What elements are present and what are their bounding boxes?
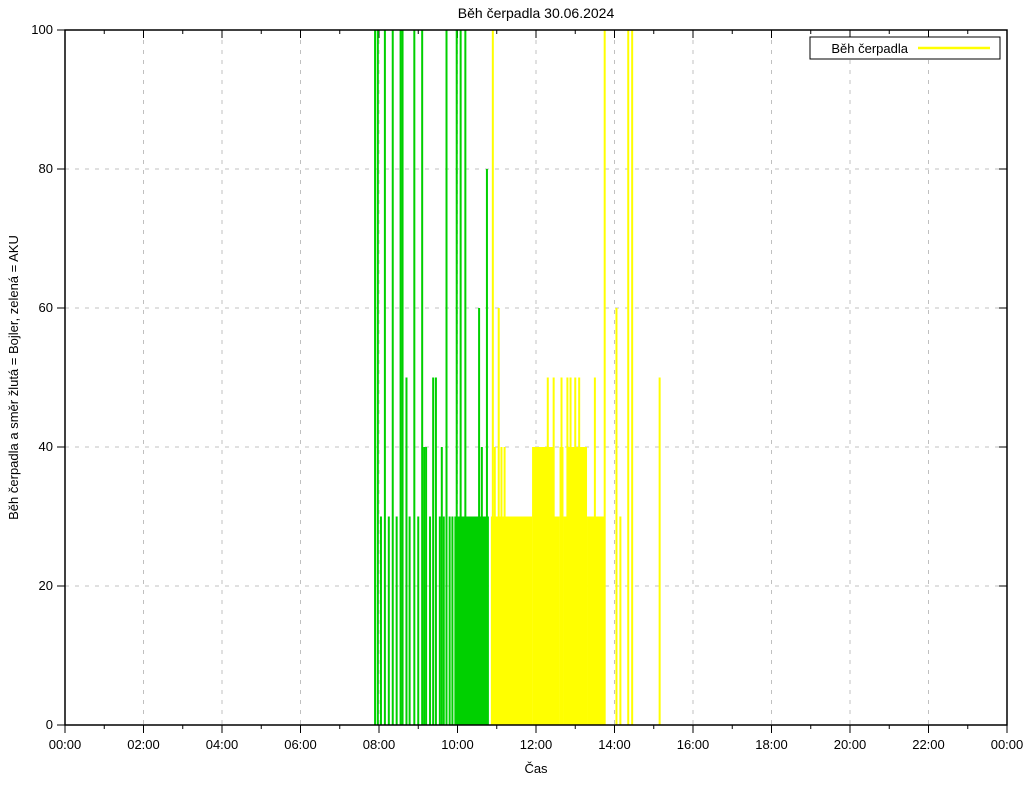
green-spike — [384, 30, 386, 725]
ytick-label: 80 — [39, 161, 53, 176]
green-spike — [400, 30, 402, 725]
xtick-label: 00:00 — [49, 737, 82, 752]
xtick-label: 12:00 — [520, 737, 553, 752]
green-spike — [392, 30, 394, 725]
green-spike — [486, 169, 488, 725]
green-spike — [413, 30, 415, 725]
xtick-label: 10:00 — [441, 737, 474, 752]
yellow-spike — [547, 378, 549, 726]
xtick-label: 16:00 — [677, 737, 710, 752]
ytick-label: 60 — [39, 300, 53, 315]
green-spike — [380, 517, 382, 726]
xtick-label: 04:00 — [206, 737, 239, 752]
yellow-spike — [498, 308, 500, 725]
yellow-spike — [494, 447, 496, 725]
yellow-spike — [500, 447, 502, 725]
xtick-label: 20:00 — [834, 737, 867, 752]
green-spike — [460, 30, 462, 725]
green-spike — [425, 447, 427, 725]
xtick-label: 18:00 — [755, 737, 788, 752]
ytick-label: 100 — [31, 22, 53, 37]
green-spike — [441, 447, 443, 725]
green-spike — [377, 30, 379, 725]
green-spike — [432, 378, 434, 726]
yellow-spike — [566, 378, 568, 726]
yellow-spike — [619, 517, 621, 726]
green-spike — [481, 447, 483, 725]
green-spike — [417, 517, 419, 726]
pump-run-chart: 00:00 02:00 04:00 06:00 08:00 10:00 12:00 14:00… — [0, 0, 1024, 800]
xtick-label: 14:00 — [598, 737, 631, 752]
yellow-block — [532, 447, 554, 725]
green-spike — [405, 378, 407, 726]
green-spike — [443, 517, 445, 726]
xtick-label: 00:00 — [991, 737, 1024, 752]
ytick-label: 40 — [39, 439, 53, 454]
yellow-spike — [594, 378, 596, 726]
legend-label: Běh čerpadla — [831, 41, 908, 56]
yellow-block — [491, 517, 532, 726]
green-spike — [388, 517, 390, 726]
yellow-spike — [627, 30, 629, 725]
yellow-spike — [561, 378, 563, 726]
x-axis-label: Čas — [524, 761, 548, 776]
yellow-spike — [492, 30, 494, 725]
green-spike — [402, 30, 404, 725]
green-spike — [421, 30, 423, 725]
yellow-spike — [578, 378, 580, 726]
xtick-label: 08:00 — [363, 737, 396, 752]
green-spike — [374, 30, 376, 725]
green-spike — [396, 517, 398, 726]
green-spike — [456, 30, 458, 725]
green-spike — [429, 517, 431, 726]
xtick-label: 06:00 — [284, 737, 317, 752]
green-spike — [439, 517, 441, 726]
yellow-spike — [631, 30, 633, 725]
green-spike — [449, 517, 451, 726]
yellow-spike — [553, 378, 555, 726]
ytick-label: 0 — [46, 717, 53, 732]
xtick-label: 22:00 — [912, 737, 945, 752]
green-spike — [423, 447, 425, 725]
green-spike — [451, 517, 453, 726]
green-block — [454, 517, 489, 726]
green-spike — [464, 30, 466, 725]
green-spike — [446, 30, 448, 725]
yellow-spike — [570, 378, 572, 726]
xtick-label: 02:00 — [127, 737, 160, 752]
green-spike — [409, 517, 411, 726]
green-spike — [435, 378, 437, 726]
y-axis-label: Běh čerpadla a směr žlutá = Bojler, zele… — [6, 235, 21, 520]
chart-title: Běh čerpadla 30.06.2024 — [458, 5, 615, 21]
yellow-spike — [604, 30, 606, 725]
yellow-spike — [574, 378, 576, 726]
yellow-spike — [659, 378, 661, 726]
green-spike — [478, 308, 480, 725]
yellow-spike — [615, 308, 617, 725]
ytick-label: 20 — [39, 578, 53, 593]
yellow-spike — [504, 447, 506, 725]
